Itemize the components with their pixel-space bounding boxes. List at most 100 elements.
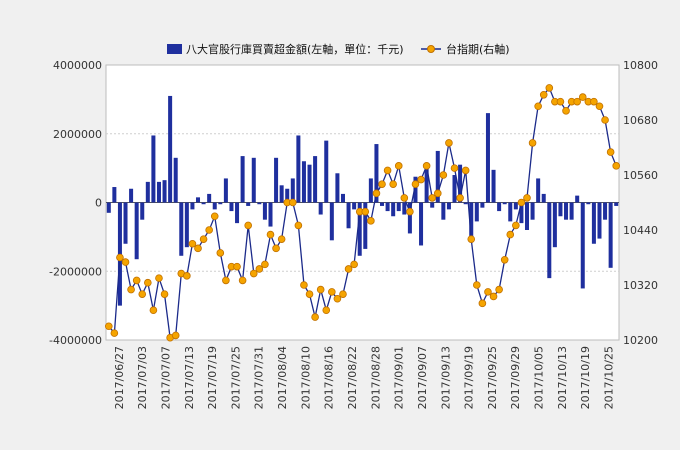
line-point xyxy=(372,189,381,198)
bar xyxy=(313,156,318,203)
bar xyxy=(212,202,217,210)
bar xyxy=(541,193,546,203)
bar xyxy=(536,178,541,203)
x-axis-tick-label: 2017/09/25 xyxy=(486,346,499,409)
line-point xyxy=(138,290,147,298)
line-point xyxy=(322,306,331,315)
bar xyxy=(201,202,206,205)
bar xyxy=(195,197,201,203)
line-point xyxy=(328,288,336,296)
bar xyxy=(441,202,446,220)
bar xyxy=(547,202,552,279)
line-point xyxy=(606,148,615,156)
bar xyxy=(329,202,334,241)
bar xyxy=(419,202,424,246)
right-axis: 10800 10680 10560 10440 10320 10200 xyxy=(623,59,658,347)
line-point xyxy=(523,194,531,202)
line-point xyxy=(104,322,113,331)
bar xyxy=(597,202,602,239)
x-axis-tick-label: 2017/08/10 xyxy=(299,346,312,409)
line-point xyxy=(261,260,269,269)
line-point xyxy=(144,278,152,287)
line-point xyxy=(249,269,258,278)
x-axis-tick-label: 2017/08/28 xyxy=(369,346,382,409)
bar xyxy=(396,202,401,212)
bar xyxy=(380,202,385,206)
bar xyxy=(614,202,619,206)
right-axis-tick-label: 10320 xyxy=(623,279,658,292)
line-point xyxy=(149,306,158,315)
bar xyxy=(173,157,178,203)
line-point xyxy=(528,139,537,147)
bar xyxy=(307,164,312,203)
right-axis-tick-label: 10560 xyxy=(623,169,658,182)
line-point xyxy=(601,116,609,124)
line-point xyxy=(478,299,487,308)
bar xyxy=(469,202,474,239)
bar xyxy=(340,193,345,203)
line-point xyxy=(266,230,275,239)
left-axis: 4000000 2000000 0 -2000000 -4000000 xyxy=(49,59,102,347)
line-point xyxy=(467,235,476,243)
line-point xyxy=(316,285,325,294)
bar xyxy=(463,202,468,205)
bar xyxy=(485,113,490,203)
line-point xyxy=(456,194,464,202)
line-point xyxy=(512,221,520,230)
bar-series xyxy=(106,95,619,306)
right-axis-tick-label: 10800 xyxy=(623,59,658,72)
right-axis-tick-label: 10680 xyxy=(623,114,658,127)
legend-bar-label: 八大官股行庫買賣超金額(左軸，單位：千元) xyxy=(186,42,404,56)
line-point xyxy=(545,84,554,92)
bar xyxy=(575,195,580,203)
line-point xyxy=(573,97,581,106)
line-point xyxy=(534,102,542,111)
line-point xyxy=(300,281,308,289)
legend-line-marker xyxy=(427,45,435,53)
x-axis-tick-label: 2017/06/27 xyxy=(113,346,126,409)
bar xyxy=(257,202,262,205)
line-point xyxy=(132,276,141,285)
x-axis: 2017/06/27 2017/07/03 2017/07/07 2017/07/13… xyxy=(113,346,616,409)
right-axis-tick-label: 10440 xyxy=(623,224,658,237)
line-point xyxy=(183,272,191,280)
left-axis-tick-label: -2000000 xyxy=(49,265,102,278)
line-point xyxy=(311,313,319,321)
bar xyxy=(374,144,379,203)
bar xyxy=(335,173,340,203)
line-point xyxy=(461,166,470,175)
left-axis-tick-label: 4000000 xyxy=(53,59,102,72)
bar xyxy=(168,95,173,203)
bar xyxy=(580,202,585,289)
line-point xyxy=(389,180,397,188)
x-axis-tick-label: 2017/07/13 xyxy=(183,346,196,409)
bar xyxy=(452,175,457,203)
bar xyxy=(223,178,228,203)
line-point xyxy=(210,212,219,221)
line-point xyxy=(394,162,403,170)
x-axis-tick-label: 2017/07/03 xyxy=(136,346,149,409)
line-point xyxy=(188,239,197,248)
x-axis-tick-label: 2017/07/07 xyxy=(159,346,172,409)
bar xyxy=(564,202,569,220)
bar xyxy=(530,202,535,220)
bar xyxy=(402,202,407,215)
line-point xyxy=(339,290,347,298)
line-point xyxy=(517,198,526,207)
bar xyxy=(251,157,256,203)
x-axis-tick-label: 2017/07/31 xyxy=(253,346,266,409)
bar xyxy=(368,178,373,203)
x-axis-tick-label: 2017/10/25 xyxy=(603,346,616,409)
x-axis-tick-label: 2017/07/19 xyxy=(206,346,219,409)
line-point xyxy=(484,288,492,296)
line-point xyxy=(417,175,425,184)
bar xyxy=(268,202,273,227)
line-point xyxy=(500,255,509,264)
legend-line-label: 台指期(右軸) xyxy=(446,42,510,56)
bar xyxy=(385,202,390,212)
bar xyxy=(497,202,502,212)
bar xyxy=(569,202,574,220)
x-axis-tick-label: 2017/08/22 xyxy=(346,346,359,409)
line-point xyxy=(272,244,280,253)
